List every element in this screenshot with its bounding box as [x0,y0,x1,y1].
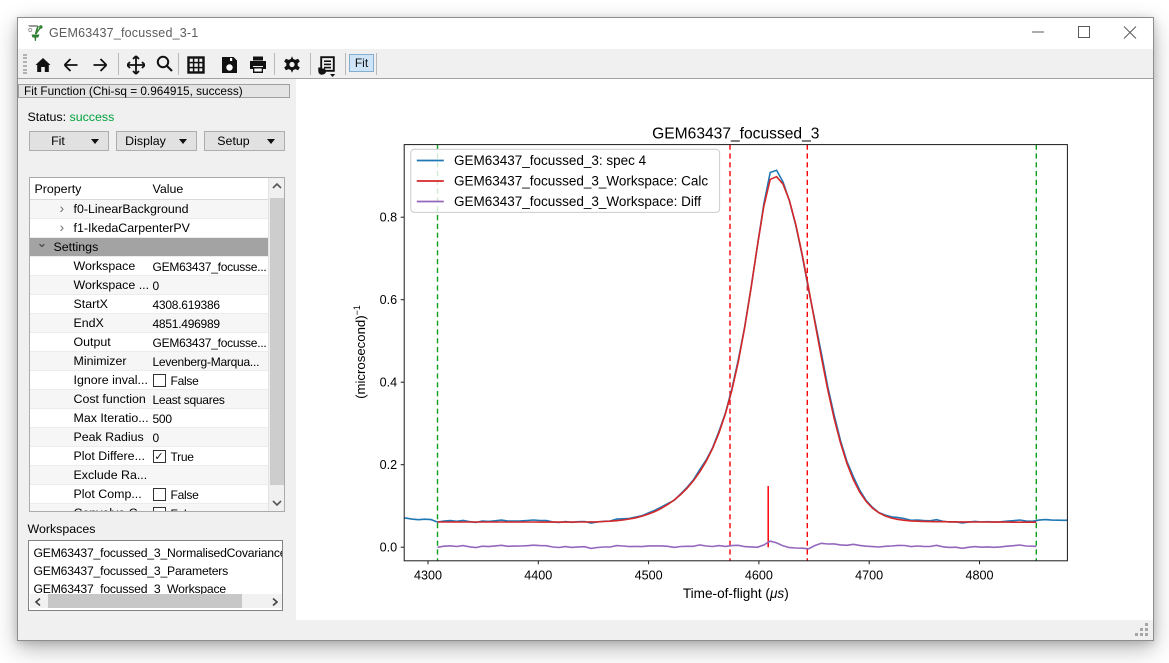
svg-text:4700: 4700 [855,568,883,582]
svg-text:0.6: 0.6 [380,293,398,307]
svg-text:0.0: 0.0 [380,541,398,555]
svg-text:(microsecond)−1: (microsecond)−1 [352,305,368,399]
svg-text:Time-of-flight (μs): Time-of-flight (μs) [683,586,789,601]
svg-text:GEM63437_focussed_3_Workspace:: GEM63437_focussed_3_Workspace: Calc [454,174,708,189]
svg-text:0.2: 0.2 [380,458,398,472]
svg-text:4600: 4600 [745,568,773,582]
svg-text:0.8: 0.8 [380,211,398,225]
svg-text:4800: 4800 [965,568,993,582]
svg-text:4400: 4400 [524,568,552,582]
svg-text:4300: 4300 [414,568,442,582]
svg-text:0.4: 0.4 [380,376,398,390]
svg-text:4500: 4500 [635,568,663,582]
svg-text:GEM63437_focussed_3: spec 4: GEM63437_focussed_3: spec 4 [454,153,647,168]
svg-text:GEM63437_focussed_3: GEM63437_focussed_3 [652,126,819,143]
svg-text:GEM63437_focussed_3_Workspace:: GEM63437_focussed_3_Workspace: Diff [454,194,701,209]
